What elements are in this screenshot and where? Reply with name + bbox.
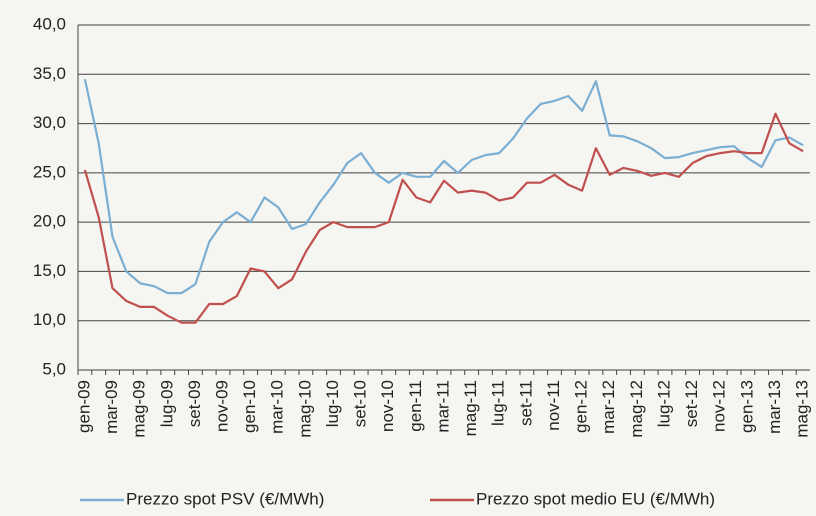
x-tick-label: lug-10	[323, 380, 342, 427]
series-line	[83, 78, 804, 295]
x-tick-label: mar-10	[268, 380, 287, 434]
y-tick-label: 10,0	[33, 310, 66, 329]
x-tick-label: set-10	[351, 380, 370, 427]
x-tick-label: mar-12	[599, 380, 618, 434]
x-tick-label: nov-10	[378, 380, 397, 432]
x-tick-label: nov-09	[213, 380, 232, 432]
x-tick-label: mag-12	[627, 380, 646, 438]
x-tick-label: mag-13	[793, 380, 812, 438]
y-tick-label: 15,0	[33, 261, 66, 280]
x-tick-label: nov-12	[710, 380, 729, 432]
x-tick-label: set-11	[516, 380, 535, 426]
x-tick-label: mar-11	[433, 380, 452, 433]
x-tick-label: mar-09	[102, 380, 121, 434]
x-tick-label: mar-13	[765, 380, 784, 434]
x-tick-label: gen-11	[406, 380, 425, 432]
legend-label: Prezzo spot medio EU (€/MWh)	[476, 489, 715, 508]
x-tick-label: lug-09	[157, 380, 176, 427]
x-tick-label: set-12	[682, 380, 701, 427]
x-tick-label: gen-09	[74, 380, 93, 433]
y-tick-label: 20,0	[33, 212, 66, 231]
y-tick-label: 25,0	[33, 162, 66, 181]
x-tick-label: gen-13	[737, 380, 756, 433]
x-tick-label: mag-10	[295, 380, 314, 438]
x-tick-label: mag-09	[130, 380, 149, 438]
x-tick-label: set-09	[185, 380, 204, 427]
legend-label: Prezzo spot PSV (€/MWh)	[126, 489, 324, 508]
x-tick-label: lug-12	[654, 380, 673, 427]
y-tick-label: 5,0	[42, 359, 66, 378]
x-tick-label: nov-11	[544, 380, 563, 431]
x-tick-label: gen-12	[572, 380, 591, 433]
series-line	[83, 112, 804, 324]
x-tick-label: lug-11	[489, 380, 508, 426]
y-tick-label: 35,0	[33, 64, 66, 83]
x-tick-label: mag-11	[461, 380, 480, 436]
y-tick-label: 30,0	[33, 113, 66, 132]
x-tick-label: gen-10	[240, 380, 259, 433]
y-tick-label: 40,0	[33, 14, 66, 33]
